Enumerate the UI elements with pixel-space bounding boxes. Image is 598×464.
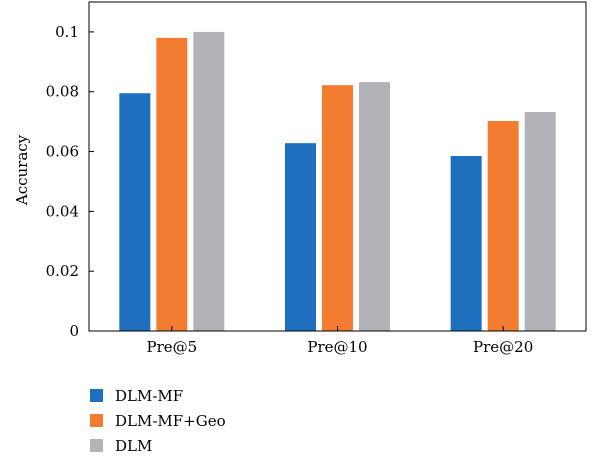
bar-dlm-mf-geo-pre10 [322,85,353,331]
y-tick-label: 0.06 [46,143,79,161]
legend-item: DLM-MF [90,383,226,408]
y-tick-label: 0.04 [46,202,79,220]
y-tick-label: 0 [69,322,79,340]
legend-label: DLM-MF [115,386,184,405]
legend-swatch [90,439,103,452]
x-tick-label: Pre@10 [307,338,367,356]
bar-chart: Pre@5 Pre@10 Pre@20 0 0.02 0.04 0.06 0.08 0.1 Ac… [13,1,587,356]
legend: DLM-MF DLM-MF+Geo DLM [90,383,226,458]
x-tick-label: Pre@20 [473,338,533,356]
bar-dlm-mf-pre5 [119,93,151,332]
bar-dlm-pre10 [359,82,390,331]
y-tick-label: 0.02 [46,262,79,280]
bar-dlm-mf-pre10 [285,143,316,331]
y-axis-label: Accuracy [13,134,31,206]
legend-swatch [90,389,103,402]
legend-label: DLM-MF+Geo [115,411,226,430]
bar-dlm-mf-geo-pre20 [487,121,519,332]
plot-area: Pre@5 Pre@10 Pre@20 0 0.02 0.04 0.06 0.08 0.1 [46,1,587,356]
y-tick-label: 0.08 [46,83,79,101]
bar-dlm-mf-geo-pre5 [156,37,188,332]
y-tick-label: 0.1 [55,23,79,41]
legend-swatch [90,414,103,427]
legend-item: DLM-MF+Geo [90,408,226,433]
bar-dlm-pre5 [193,31,225,332]
x-tick-label: Pre@5 [146,338,197,356]
plot-frame [88,1,587,332]
bar-dlm-pre20 [524,112,556,331]
legend-label: DLM [115,436,153,455]
bar-dlm-mf-pre20 [450,156,482,331]
legend-item: DLM [90,433,226,458]
